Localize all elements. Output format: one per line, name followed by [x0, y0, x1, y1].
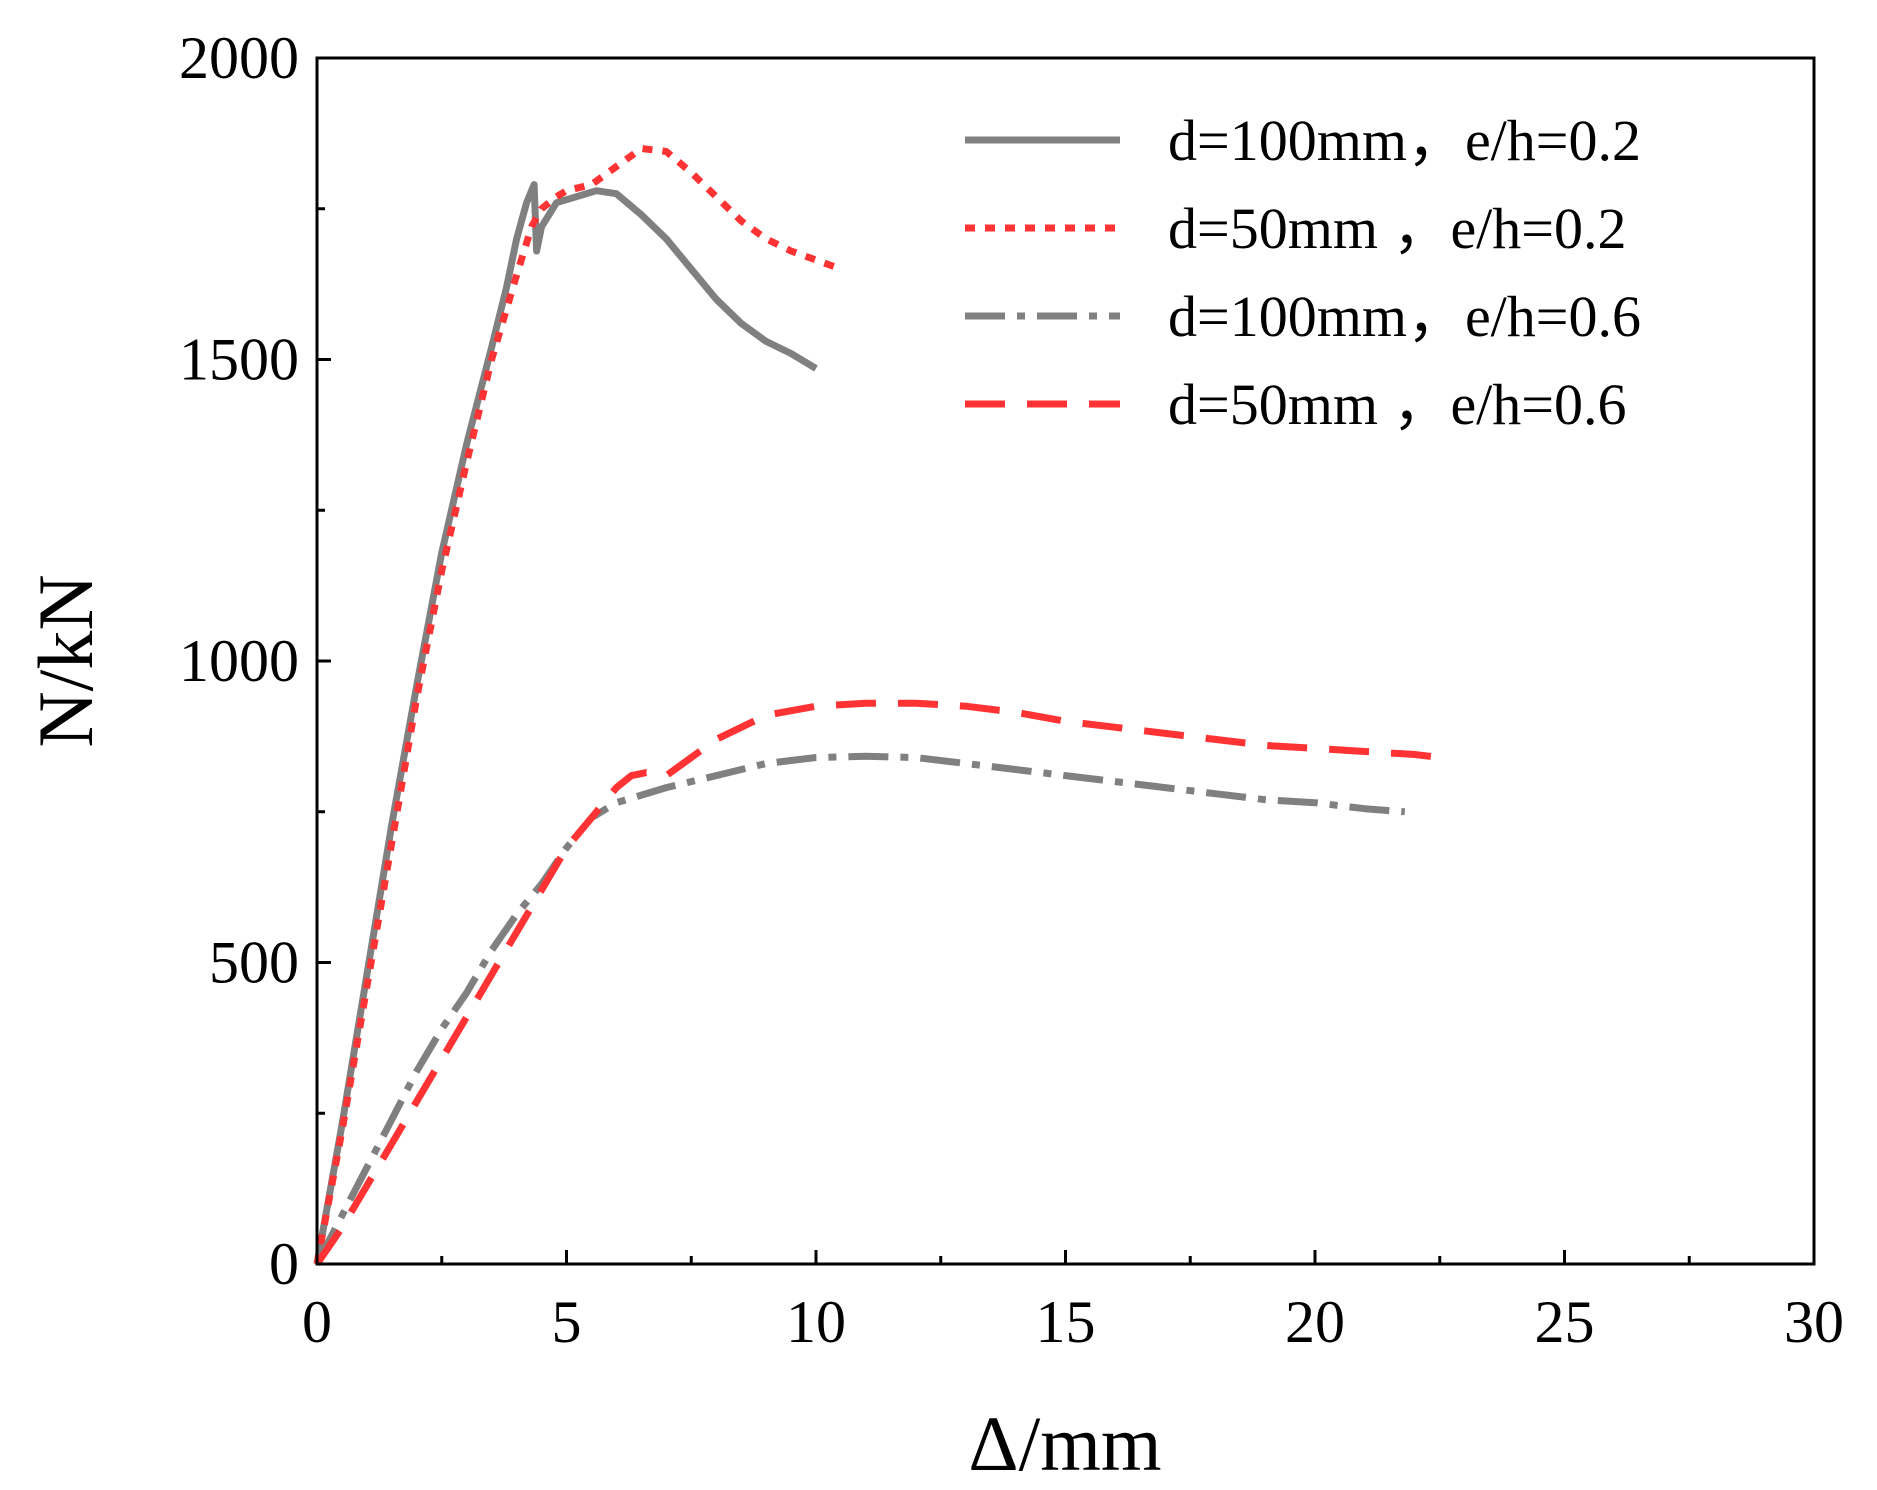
- y-tick-label: 1500: [179, 327, 299, 393]
- x-tick-label: 0: [302, 1289, 332, 1355]
- series-line-4: [314, 699, 1441, 1266]
- x-tick-label: 30: [1784, 1289, 1844, 1355]
- legend-label-4: d=50mm ，e/h=0.6: [1168, 372, 1627, 437]
- plot-area: [313, 145, 1441, 1266]
- series-line-2: [313, 145, 843, 1265]
- y-tick-label: 2000: [179, 25, 299, 91]
- x-tick-label: 15: [1036, 1289, 1096, 1355]
- legend-label-3: d=100mm，e/h=0.6: [1168, 284, 1641, 349]
- y-tick-label: 1000: [179, 628, 299, 694]
- axis-ticks: 0 5 10 15 20 25 30 0 500 1000 1500 2000: [179, 25, 1844, 1355]
- legend: d=100mm，e/h=0.2 d=50mm ，e/h=0.2 d=100mm，e/…: [965, 108, 1641, 437]
- y-tick-label: 0: [269, 1231, 299, 1297]
- x-axis-title: Δ/mm: [968, 1400, 1161, 1487]
- x-tick-label: 5: [552, 1289, 582, 1355]
- y-tick-label: 500: [209, 930, 299, 996]
- y-axis-title: N/kN: [22, 574, 109, 747]
- legend-label-1: d=100mm，e/h=0.2: [1168, 108, 1641, 173]
- axes-frame: [315, 56, 1816, 1266]
- legend-label-2: d=50mm ，e/h=0.2: [1168, 196, 1627, 261]
- x-tick-label: 25: [1535, 1289, 1595, 1355]
- x-tick-label: 20: [1285, 1289, 1345, 1355]
- series-line-3: [313, 752, 1406, 1266]
- x-tick-label: 10: [786, 1289, 846, 1355]
